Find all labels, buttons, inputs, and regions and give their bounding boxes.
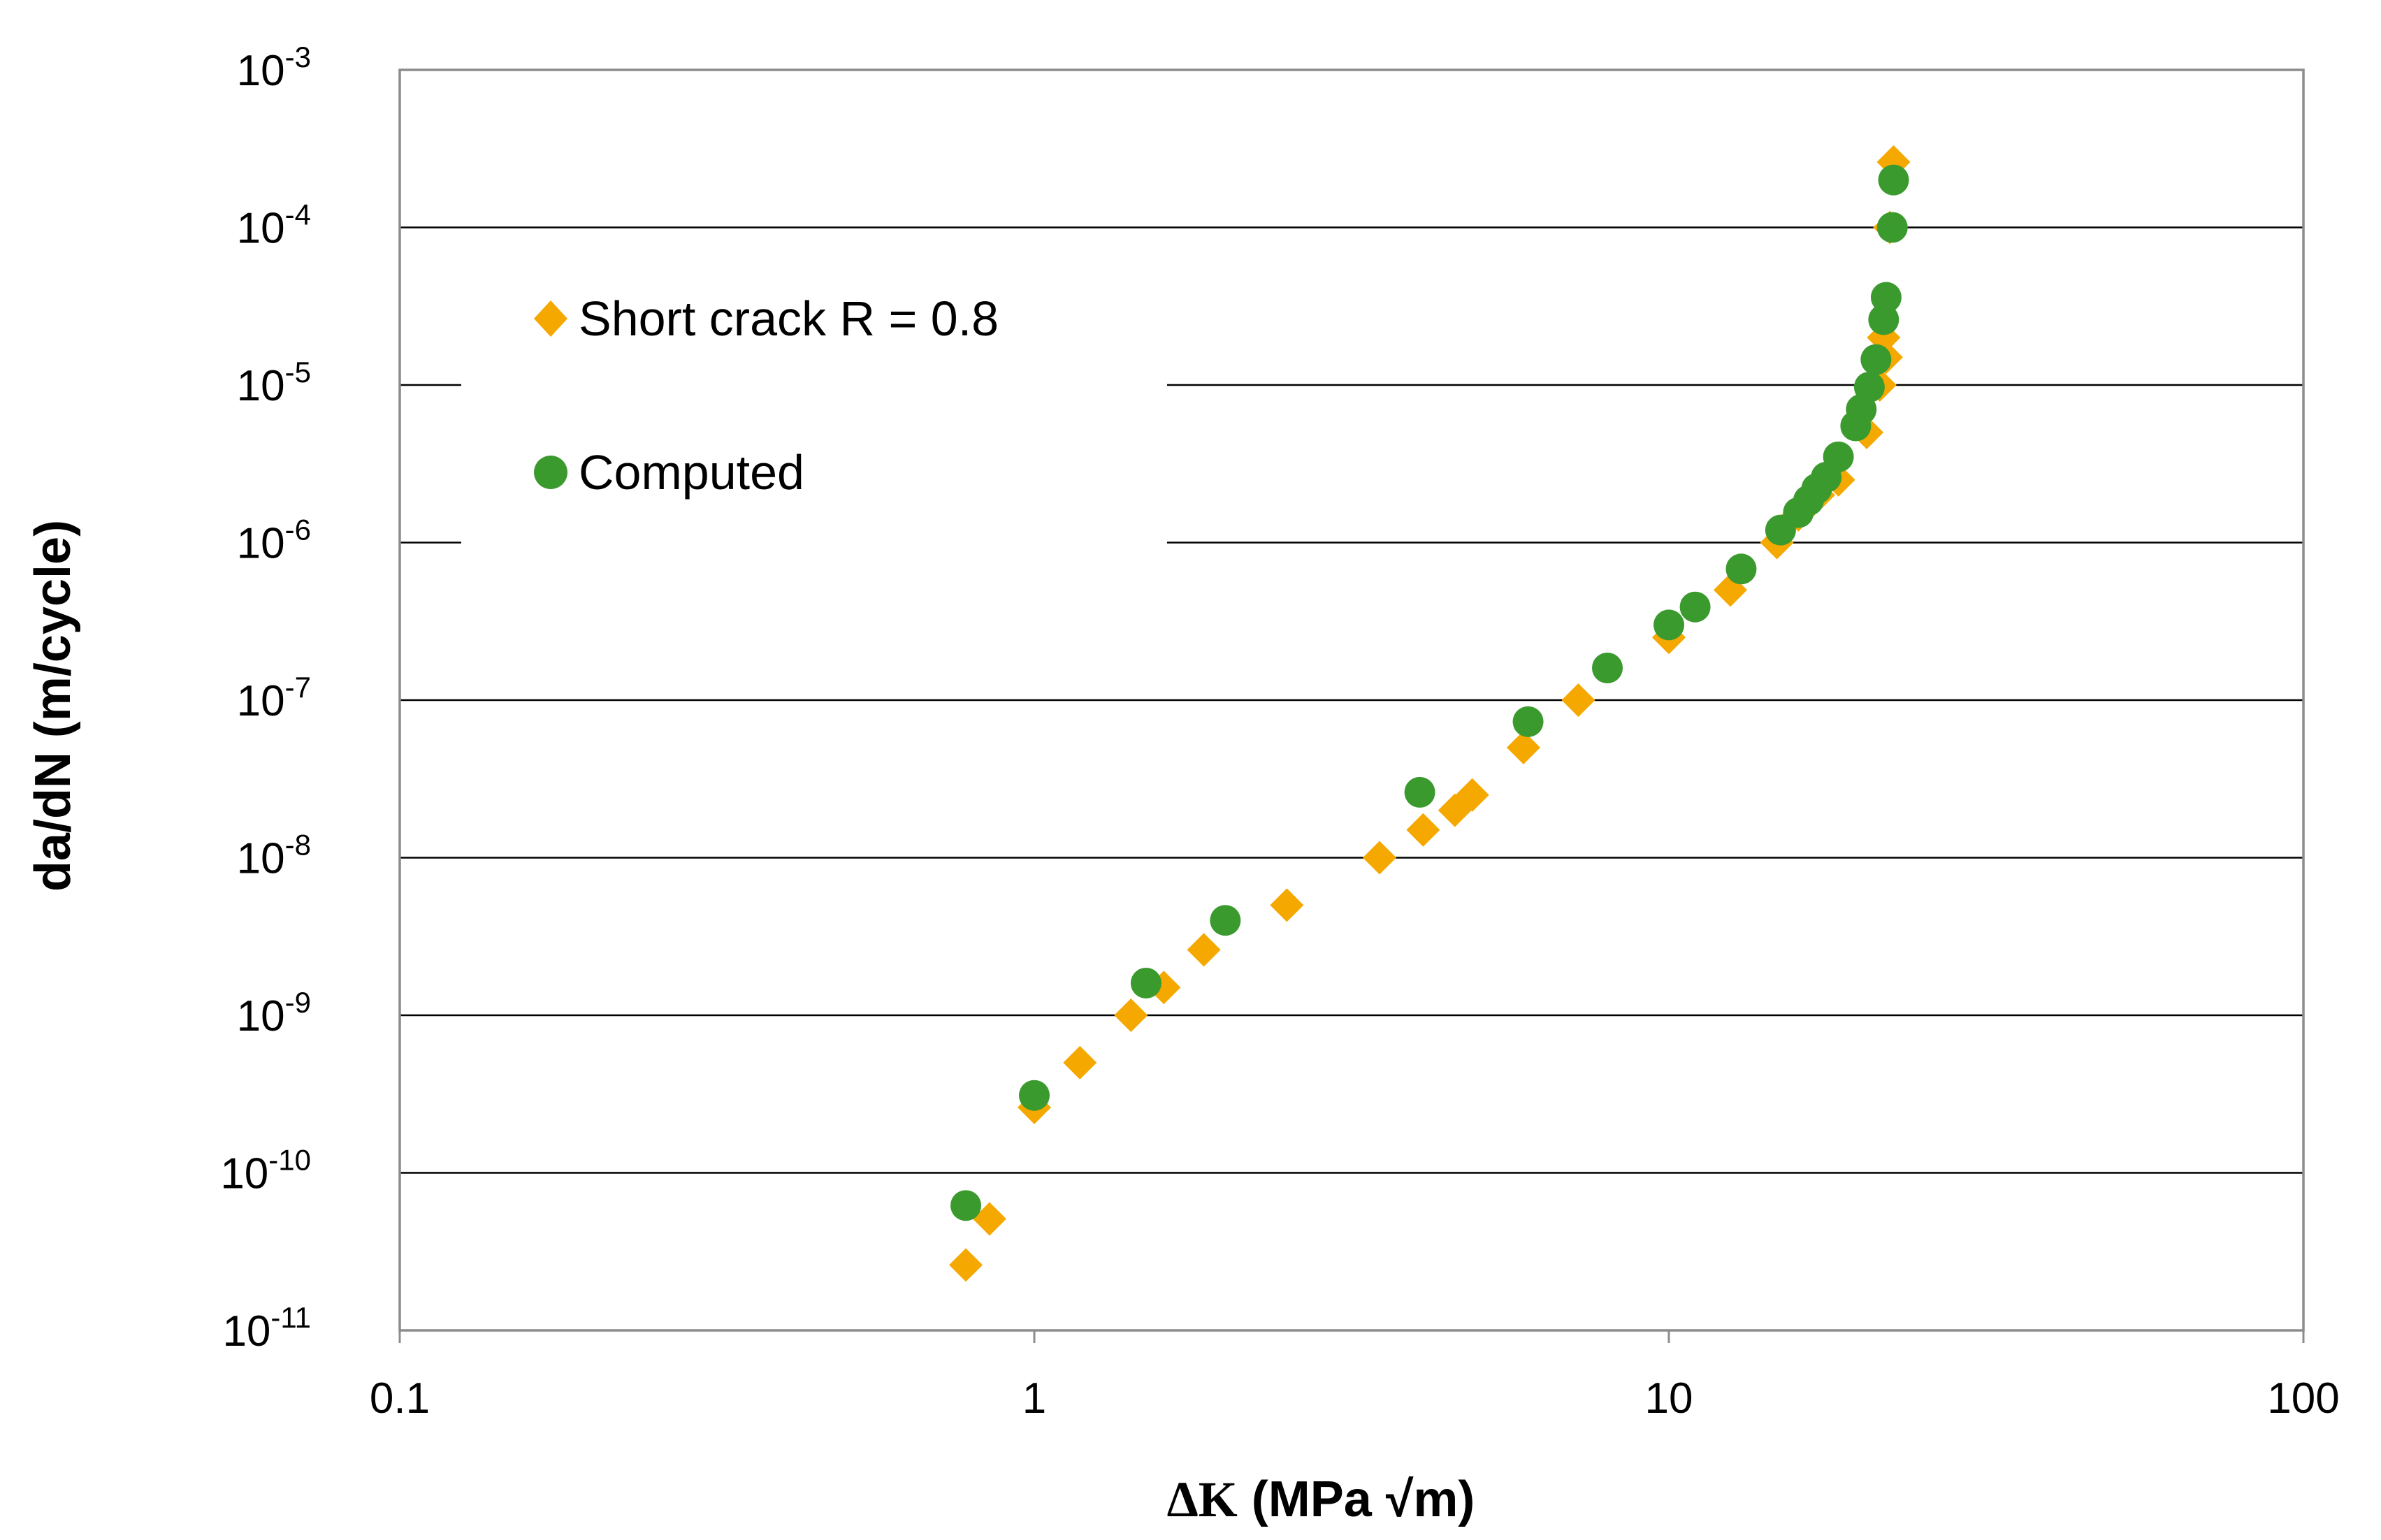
y-tick-label-base: 10 <box>222 1307 270 1356</box>
y-tick-label-exponent: -6 <box>285 514 311 546</box>
data-point-diamond <box>1114 998 1148 1032</box>
data-point-circle <box>1878 164 1909 196</box>
y-tick-label-base: 10 <box>237 992 285 1040</box>
data-point-circle <box>1512 706 1544 737</box>
y-tick-label-base: 10 <box>237 47 285 95</box>
x-tick-label: 0.1 <box>370 1374 430 1423</box>
data-point-circle <box>1653 609 1684 641</box>
data-point-circle <box>1853 371 1885 402</box>
y-tick-label: 10-6 <box>237 514 311 568</box>
legend: Short crack R = 0.8 Computed <box>534 291 999 500</box>
data-point-circle <box>1823 441 1854 472</box>
y-tick-label-base: 10 <box>237 520 285 568</box>
y-tick-label: 10-7 <box>237 671 311 725</box>
data-point-diamond <box>949 1248 983 1282</box>
y-tick-label: 10-10 <box>220 1144 311 1198</box>
y-tick-label-exponent: -4 <box>285 198 311 231</box>
y-tick-label-exponent: -5 <box>285 356 311 388</box>
y-tick-label-exponent: -7 <box>285 671 311 704</box>
y-tick-label-exponent: -10 <box>268 1144 311 1177</box>
x-axis-tick-labels: 0.1 1 10 100 <box>370 1330 2340 1423</box>
data-series <box>949 145 1911 1282</box>
data-point-diamond <box>1561 683 1595 717</box>
y-tick-label: 10-3 <box>237 41 311 95</box>
legend-label-computed: Computed <box>579 445 804 500</box>
data-point-circle <box>1870 282 1902 313</box>
data-point-circle <box>1130 967 1161 998</box>
y-tick-label-base: 10 <box>237 362 285 410</box>
data-point-circle <box>1868 304 1899 335</box>
x-tick-label: 10 <box>1645 1374 1693 1423</box>
data-point-circle <box>1876 212 1908 243</box>
y-tick-label-exponent: -9 <box>285 986 311 1019</box>
data-point-diamond <box>1063 1045 1097 1080</box>
legend-label-short-crack: Short crack R = 0.8 <box>579 291 999 346</box>
data-point-circle <box>1019 1080 1050 1111</box>
y-tick-label-base: 10 <box>237 835 285 883</box>
y-tick-label-exponent: -11 <box>270 1301 311 1334</box>
legend-marker-diamond <box>534 300 567 337</box>
y-tick-label: 10-4 <box>237 198 311 253</box>
plot-area-border <box>398 68 2305 1332</box>
data-point-circle <box>950 1190 982 1221</box>
data-point-diamond <box>1406 813 1440 847</box>
y-tick-label: 10-11 <box>222 1301 311 1356</box>
legend-background <box>461 266 1167 566</box>
legend-marker-circle <box>534 456 567 489</box>
data-point-circle <box>1725 553 1757 585</box>
y-tick-label-base: 10 <box>237 205 285 253</box>
data-point-diamond <box>1363 841 1397 875</box>
x-axis-title-delta: Δ <box>1167 1472 1199 1527</box>
data-point-diamond <box>1455 778 1489 812</box>
data-point-diamond <box>1187 933 1221 967</box>
y-tick-label-base: 10 <box>220 1150 268 1198</box>
y-tick-label-exponent: -8 <box>285 829 311 862</box>
y-axis-title: da/dN (m/cycle) <box>25 520 81 892</box>
y-tick-label: 10-5 <box>237 356 311 410</box>
data-point-diamond <box>1270 888 1304 922</box>
y-tick-label-base: 10 <box>237 677 285 725</box>
data-point-diamond <box>972 1202 1006 1236</box>
x-tick-label: 100 <box>2267 1374 2339 1423</box>
data-point-circle <box>1860 344 1892 375</box>
x-axis-title: ΔK (MPa √m) <box>1167 1472 1475 1527</box>
data-point-circle <box>1592 652 1623 683</box>
x-axis-title-units: (MPa √m) <box>1238 1472 1475 1527</box>
y-tick-label-exponent: -3 <box>285 41 311 73</box>
data-point-diamond <box>1506 730 1540 764</box>
x-axis-title-k: K <box>1199 1472 1238 1527</box>
data-point-circle <box>1404 776 1435 808</box>
y-tick-label: 10-9 <box>237 986 311 1040</box>
data-point-circle <box>1210 905 1241 936</box>
x-tick-label: 1 <box>1022 1374 1046 1423</box>
y-tick-label: 10-8 <box>237 829 311 883</box>
series-computed <box>950 164 1909 1221</box>
data-point-circle <box>1679 591 1711 623</box>
